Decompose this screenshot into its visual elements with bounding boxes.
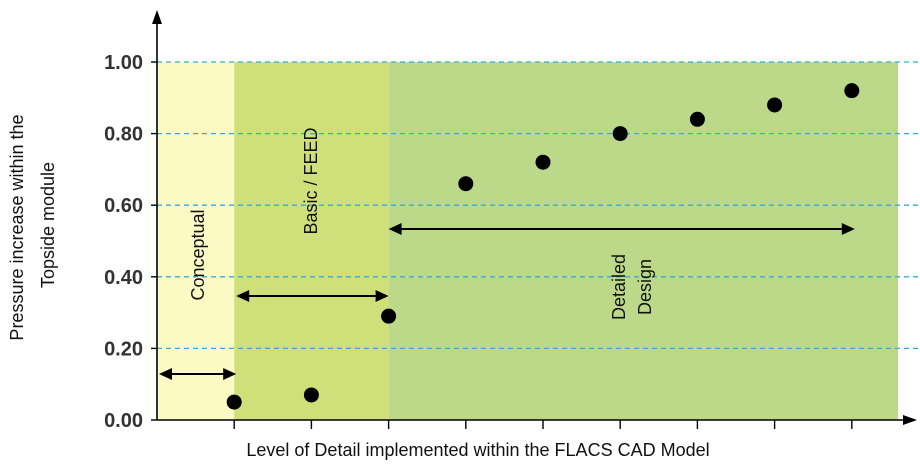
y-tick-label-3: 0.60 [104,195,143,217]
data-point-4 [458,176,474,192]
data-point-3 [381,308,397,324]
label-detailed-design-line-1: Detailed [609,254,629,320]
arrow-conceptual-head-left [159,368,172,380]
phase-zones [157,62,898,420]
zone-1 [234,62,389,420]
zone-0 [157,62,235,420]
arrow-basic-feed [236,290,389,302]
y-axis-arrowhead [152,10,162,24]
x-axis-title: Level of Detail implemented within the F… [246,440,709,460]
phase-arrows [159,223,855,380]
arrow-conceptual-head-right [223,368,237,380]
axes [151,10,917,429]
data-point-2 [303,387,319,403]
data-points [226,83,860,410]
label-basic-feed: Basic / FEED [301,127,321,234]
data-point-7 [689,111,705,127]
y-tick-label-1: 0.20 [104,338,143,360]
y-axis-title-line-1: Pressure increase within the [7,114,27,340]
y-axis-title: Pressure increase within the Topside mod… [7,109,58,340]
y-axis-title-line-2: Topside module [38,162,58,288]
y-tick-label-4: 0.80 [104,124,143,146]
data-point-6 [612,126,628,142]
x-axis-arrowhead [903,415,917,425]
y-tick-label-2: 0.40 [104,267,143,289]
label-detailed-design-line-2: Design [635,259,655,315]
arrow-detailed-design-head-left [388,223,402,235]
label-conceptual: Conceptual [188,209,208,300]
data-point-1 [226,394,242,410]
arrow-basic-feed-head-right [375,290,389,302]
arrow-detailed-design [388,223,855,235]
y-tick-label-5: 1.00 [104,52,143,74]
label-detailed-design: Detailed Design [609,254,655,320]
y-tick-labels: 0.00 0.20 0.40 0.60 0.80 1.00 [104,52,143,432]
data-point-5 [535,154,551,170]
zone-2 [388,62,898,420]
phase-labels: Conceptual Basic / FEED Detailed Design [188,127,655,320]
data-point-9 [844,83,860,99]
gridlines [157,61,920,350]
arrow-basic-feed-head-left [236,290,250,302]
y-tick-label-0: 0.00 [104,410,143,432]
arrow-detailed-design-head-right [841,223,855,235]
arrow-conceptual [159,368,237,380]
data-point-8 [767,97,783,113]
